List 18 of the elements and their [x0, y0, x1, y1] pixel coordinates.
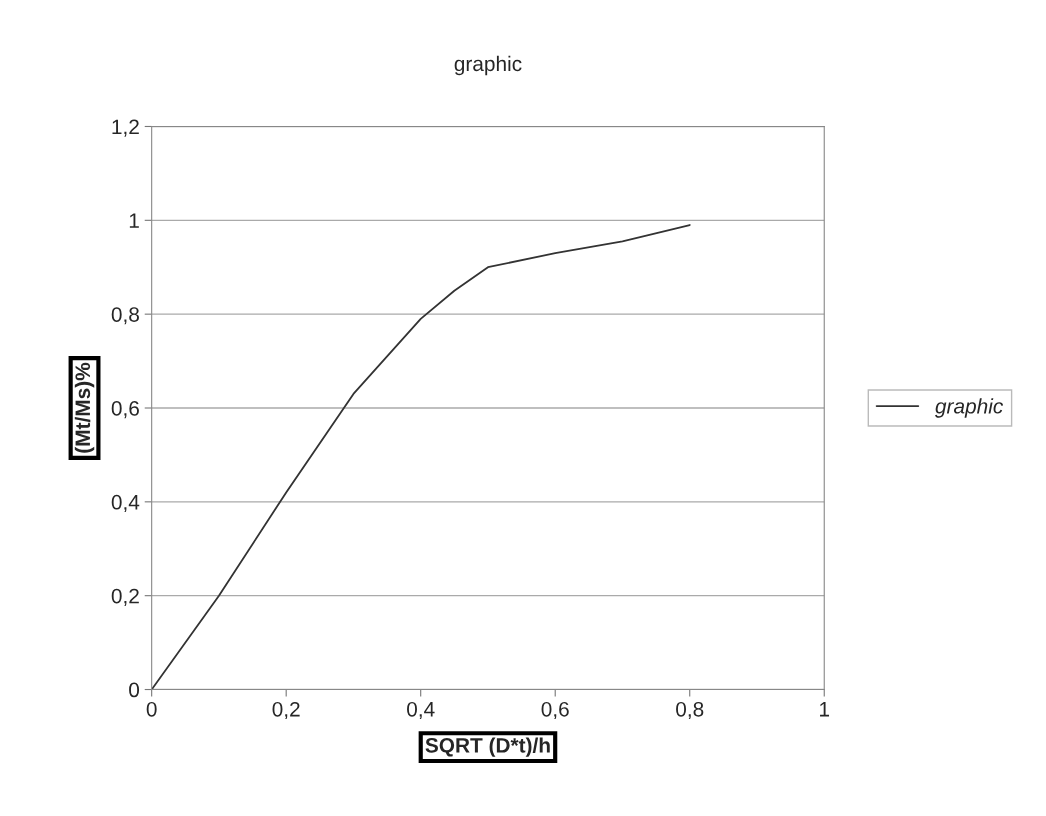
legend-label: graphic [935, 398, 1004, 418]
x-tick-label: 0,4 [407, 701, 435, 720]
y-axis-title: (Mt/Ms)% [74, 362, 95, 453]
x-tick-label: 0,8 [676, 701, 704, 720]
x-tick-label: 0 [146, 701, 157, 717]
x-tick-label: 0,2 [272, 701, 300, 720]
y-tick-label: 1 [129, 213, 139, 228]
chart-title: graphic [454, 55, 522, 76]
x-tick-label: 0,6 [541, 701, 569, 720]
x-axis-title: SQRT (D*t)/h [425, 737, 550, 757]
y-tick-label: 1,2 [112, 119, 139, 137]
y-tick-label: 0,8 [111, 307, 139, 325]
y-tick-label: 0,2 [111, 588, 139, 606]
line-series [151, 224, 691, 690]
y-tick-label: 0,4 [111, 494, 140, 513]
y-tick-label: 0 [129, 682, 140, 698]
x-tick-label: 1 [820, 702, 830, 717]
y-tick-label: 0,6 [111, 401, 139, 419]
